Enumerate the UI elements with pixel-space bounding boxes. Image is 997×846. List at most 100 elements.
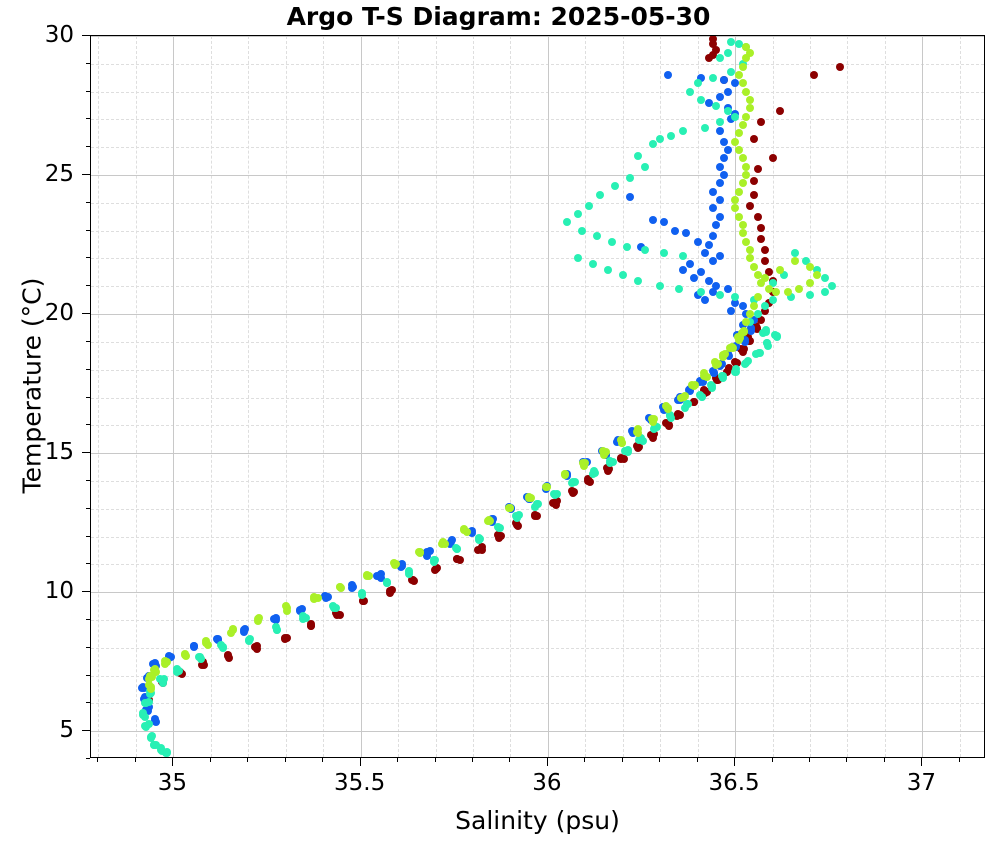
y-axis-tick xyxy=(82,591,90,593)
gridline-minor-vertical xyxy=(285,36,287,757)
scatter-point xyxy=(757,223,766,232)
scatter-point xyxy=(585,201,594,210)
y-axis-tick-label: 20 xyxy=(44,300,74,327)
scatter-point xyxy=(746,254,755,263)
y-axis-tick-label: 25 xyxy=(44,161,74,188)
scatter-point xyxy=(738,221,747,230)
y-axis-minor-tick xyxy=(86,674,90,676)
scatter-point xyxy=(697,73,706,82)
scatter-point xyxy=(648,140,657,149)
scatter-point xyxy=(725,364,734,373)
scatter-point xyxy=(281,602,290,611)
x-axis-tick-label: 36.5 xyxy=(708,770,760,796)
scatter-point xyxy=(686,260,695,269)
scatter-point xyxy=(446,538,455,547)
gridline-minor-horizontal xyxy=(91,564,984,566)
x-axis-tick xyxy=(734,758,736,766)
scatter-point xyxy=(738,179,747,188)
scatter-point xyxy=(568,487,577,496)
scatter-point xyxy=(708,40,717,49)
x-axis-minor-tick xyxy=(808,758,810,762)
scatter-point xyxy=(738,301,747,310)
x-axis-minor-tick xyxy=(471,758,473,762)
scatter-point xyxy=(731,112,740,121)
scatter-point xyxy=(157,744,166,753)
scatter-point xyxy=(805,290,814,299)
scatter-point xyxy=(452,544,461,553)
scatter-point xyxy=(768,296,777,305)
scatter-point xyxy=(716,118,725,127)
scatter-point xyxy=(734,146,743,154)
scatter-point xyxy=(749,176,758,185)
scatter-point xyxy=(741,359,750,368)
scatter-point xyxy=(716,126,725,135)
scatter-point xyxy=(716,162,725,171)
scatter-point xyxy=(776,265,785,274)
scatter-point xyxy=(626,173,635,182)
scatter-point xyxy=(438,538,447,547)
scatter-point xyxy=(716,54,725,63)
scatter-point xyxy=(452,555,461,564)
scatter-point xyxy=(828,282,837,291)
scatter-point xyxy=(313,594,322,603)
scatter-point xyxy=(659,218,668,227)
x-axis-tick xyxy=(921,758,923,766)
scatter-point xyxy=(746,104,755,113)
scatter-point xyxy=(550,489,558,498)
x-axis-tick-label: 36 xyxy=(532,770,562,796)
scatter-point xyxy=(561,470,570,479)
y-axis-minor-tick xyxy=(86,201,90,203)
scatter-point xyxy=(703,388,712,397)
scatter-point xyxy=(173,668,182,677)
x-axis-minor-tick xyxy=(284,758,286,762)
scatter-point xyxy=(719,371,728,380)
scatter-point xyxy=(213,635,222,644)
scatter-point xyxy=(708,73,717,82)
scatter-point xyxy=(320,591,329,600)
scatter-point xyxy=(606,456,615,465)
scatter-point xyxy=(809,70,818,79)
y-axis-minor-tick xyxy=(86,146,90,148)
scatter-point xyxy=(139,709,148,718)
scatter-point xyxy=(698,392,707,401)
scatter-point xyxy=(764,268,773,277)
gridline-major-vertical xyxy=(547,36,549,757)
scatter-point xyxy=(761,246,770,255)
scatter-point xyxy=(708,367,717,376)
gridline-minor-vertical xyxy=(884,36,886,757)
scatter-point xyxy=(397,562,406,571)
scatter-point xyxy=(476,535,485,544)
gridline-major-horizontal xyxy=(91,36,984,37)
scatter-point xyxy=(719,154,728,163)
gridline-minor-horizontal xyxy=(91,425,984,427)
x-axis-minor-tick xyxy=(134,758,136,762)
gridline-minor-vertical xyxy=(398,36,400,757)
scatter-point xyxy=(462,527,471,536)
scatter-point xyxy=(734,129,743,138)
scatter-point xyxy=(746,326,755,335)
gridline-minor-horizontal xyxy=(91,619,984,621)
scatter-point xyxy=(145,720,154,729)
y-axis-minor-tick xyxy=(86,90,90,92)
scatter-point xyxy=(704,240,713,249)
scatter-point xyxy=(306,622,315,631)
scatter-point xyxy=(599,450,608,459)
scatter-point xyxy=(531,503,540,512)
scatter-point xyxy=(753,310,762,319)
gridline-minor-horizontal xyxy=(91,675,984,677)
scatter-point xyxy=(622,243,631,252)
scatter-point xyxy=(611,182,620,191)
x-axis-minor-tick xyxy=(247,758,249,762)
scatter-point xyxy=(552,501,561,510)
scatter-point xyxy=(656,282,665,291)
scatter-point xyxy=(761,307,770,316)
scatter-point xyxy=(738,120,747,129)
scatter-point xyxy=(753,212,762,221)
scatter-point xyxy=(151,659,160,668)
gridline-minor-horizontal xyxy=(91,91,984,93)
scatter-point xyxy=(676,394,685,403)
gridline-major-vertical xyxy=(360,36,362,757)
gridline-minor-vertical xyxy=(959,36,961,757)
scatter-point xyxy=(735,335,744,344)
scatter-point xyxy=(706,380,715,389)
